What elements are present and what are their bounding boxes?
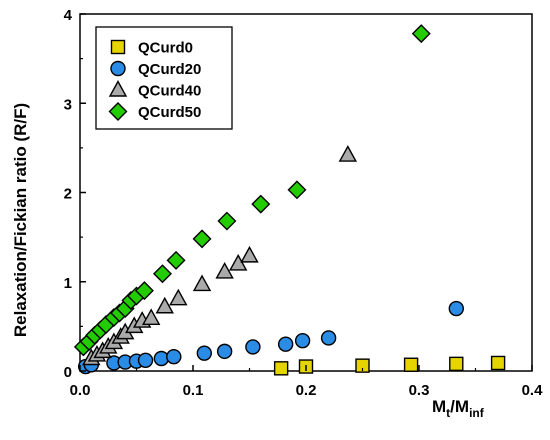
data-point (216, 343, 233, 360)
y-tick-label: 0 (64, 364, 72, 381)
data-point (448, 300, 464, 317)
data-point (153, 350, 170, 367)
data-point (192, 229, 212, 249)
data-point (411, 24, 431, 44)
data-point (137, 352, 154, 368)
legend-marker (108, 80, 128, 97)
x-tick-label: 0.3 (409, 382, 430, 399)
data-point (166, 349, 182, 365)
x-axis-label-main: M (432, 397, 446, 416)
data-point (153, 264, 172, 284)
data-point (192, 274, 212, 292)
x-tick-label: 0.0 (70, 382, 91, 399)
data-point (277, 336, 294, 352)
series-QCurd50 (73, 24, 431, 357)
y-tick-label: 2 (64, 186, 72, 203)
legend-label: QCurd0 (138, 40, 193, 57)
legend: QCurd0 QCurd20 QCurd40 QCurd50 (95, 26, 233, 130)
data-point (338, 145, 357, 162)
x-tick-label: 0.4 (522, 382, 544, 399)
x-axis-label-sub-t: t (446, 406, 450, 420)
data-point (245, 339, 261, 355)
data-point (490, 355, 506, 371)
legend-label: QCurd50 (138, 104, 201, 121)
data-markers (73, 24, 506, 376)
data-point (355, 358, 370, 373)
data-point (273, 361, 289, 376)
data-point (320, 330, 337, 346)
data-point (287, 180, 307, 200)
data-point (294, 332, 311, 349)
x-axis-label-sep: /M (450, 397, 469, 416)
x-tick-label: 0.2 (296, 382, 317, 399)
axes: 0.0 0.1 0.2 0.3 0.4 0 1 2 3 4 (64, 7, 543, 399)
data-point (142, 308, 161, 326)
data-point (169, 288, 188, 306)
y-tick-label: 4 (64, 7, 73, 24)
data-point (251, 194, 271, 214)
data-point (155, 296, 174, 314)
data-point (196, 345, 213, 361)
series-QCurd0 (273, 355, 506, 376)
data-point (215, 261, 234, 279)
legend-marker (110, 60, 126, 77)
legend-marker (110, 39, 126, 55)
y-axis-label: Relaxation/Fickian ratio (R/F) (11, 103, 30, 337)
data-point (403, 357, 419, 372)
data-point (166, 250, 186, 270)
y-tick-label: 3 (64, 96, 72, 113)
x-axis-label: Mt/Minf (432, 397, 485, 420)
data-point (217, 211, 237, 231)
data-point (134, 281, 154, 301)
data-point (229, 253, 248, 271)
legend-label: QCurd20 (138, 61, 201, 78)
series-QCurd40 (82, 145, 357, 366)
x-axis-label-sub-inf: inf (469, 406, 485, 420)
legend-marker (108, 102, 128, 121)
y-tick-label: 1 (64, 275, 72, 292)
data-point (240, 245, 259, 263)
legend-label: QCurd40 (138, 83, 201, 100)
x-tick-label: 0.1 (183, 382, 204, 399)
data-point (449, 356, 464, 372)
